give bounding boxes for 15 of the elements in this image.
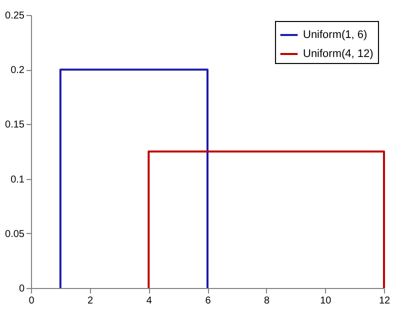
y-tick-label: 0 xyxy=(18,284,25,294)
legend-label: Uniform(1, 6) xyxy=(303,29,368,41)
y-tick-label: 0.25 xyxy=(5,10,25,22)
legend-label: Uniform(4, 12) xyxy=(303,48,374,60)
y-tick-label: 0.1 xyxy=(10,174,25,186)
x-tick-label: 8 xyxy=(264,296,270,306)
x-tick-label: 0 xyxy=(28,296,35,306)
x-tick-label: 12 xyxy=(378,296,390,306)
y-tick-label: 0.05 xyxy=(5,228,25,240)
y-tick-label: 0.15 xyxy=(5,120,25,131)
x-tick-label: 4 xyxy=(146,296,152,306)
x-tick-label: 10 xyxy=(320,296,332,306)
y-tick-label: 0.2 xyxy=(10,65,25,76)
x-tick-label: 2 xyxy=(88,296,94,306)
x-tick-label: 6 xyxy=(205,296,212,306)
